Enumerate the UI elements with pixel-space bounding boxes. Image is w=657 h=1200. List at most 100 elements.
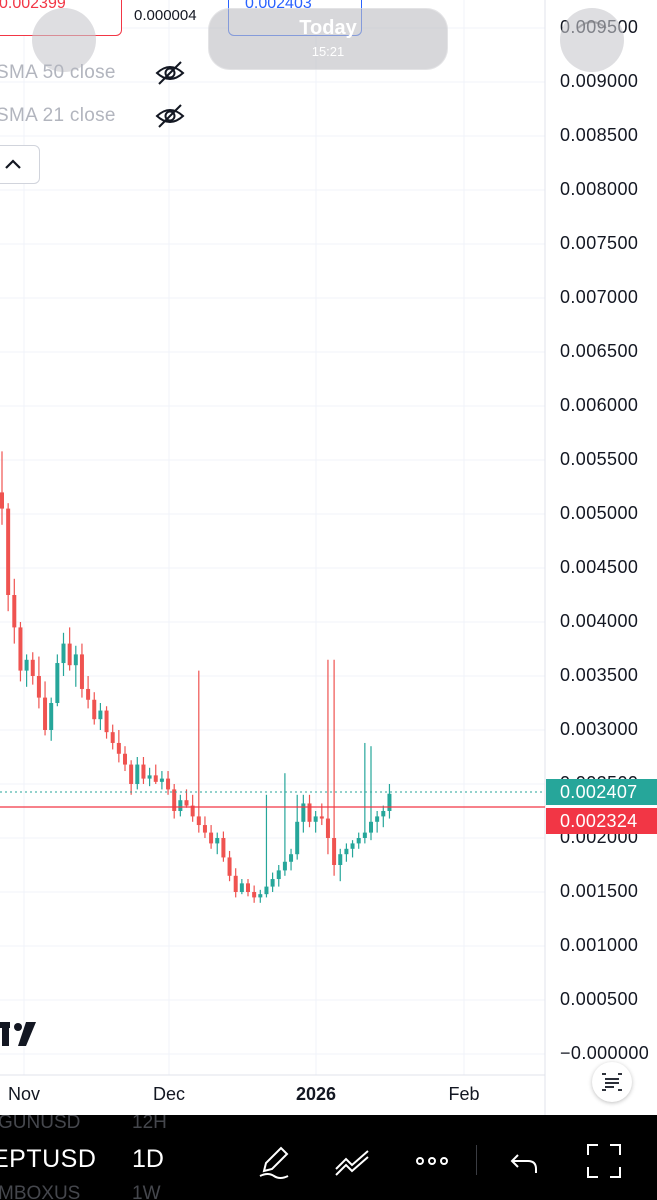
trend-lines-icon[interactable] [332,1141,372,1181]
current-time: 15:21 [311,44,345,59]
candle-body [135,764,140,784]
chart-grid [0,0,545,1075]
candle-body [147,775,152,779]
bottom-toolbar: GUNUSD 12H EPTUSD 1D MBOXUS 1W [0,1115,657,1200]
price-tick-label: 0.003500 [560,665,639,685]
ghost-interval-top: 12H [132,1115,167,1133]
candle-body [332,838,337,865]
account-button[interactable] [560,8,624,72]
candle-body [12,595,17,628]
price-tick-label: 0.001500 [560,881,639,901]
candle-body [319,816,324,819]
candle-body [0,492,4,509]
fullscreen-icon[interactable] [584,1141,624,1181]
eye-off-icon[interactable] [155,60,185,86]
price-tick-label: 0.004500 [560,557,639,577]
time-tick-label: 2026 [296,1084,337,1104]
price-tick-label: 0.004000 [560,611,639,631]
candle-body [6,508,11,595]
candle-body [24,659,29,671]
candle-body [98,710,103,720]
last-price-tag: 0.002407 [546,779,657,806]
symbol-selector[interactable]: EPTUSD [0,1145,97,1173]
price-tick-label: 0.008000 [560,179,639,199]
price-tick-label: 0.000500 [560,989,639,1009]
legend-sma50[interactable]: SMA 50 close [0,62,116,84]
candle-body [141,764,146,779]
candle-body [30,659,35,676]
candle-body [215,838,220,844]
candle-body [270,879,275,887]
ghost-symbol-bottom: MBOXUS [0,1183,81,1200]
list-icon [602,1073,622,1091]
candle-body [307,803,312,822]
candle-body [233,875,238,892]
candle-body [92,699,97,720]
candle-body [350,843,355,849]
object-tree-button[interactable] [592,1062,632,1102]
candle-body [123,753,127,765]
today-label: Today [299,17,357,39]
price-tick-label: 0.009000 [560,71,639,91]
candle-body [79,654,84,689]
price-tick-label: 0.001000 [560,935,639,955]
candle-body [172,789,177,811]
ghost-symbol-top: GUNUSD [0,1115,81,1133]
toolbar-separator [476,1145,477,1175]
legend-sma50-label: SMA 50 close [0,62,116,83]
spread-value: 0.000004 [134,7,197,24]
back-button[interactable] [32,8,96,72]
ghost-interval-bottom: 1W [132,1183,161,1200]
pencil-icon[interactable] [254,1141,294,1181]
candle-body [67,643,72,666]
interval-selector[interactable]: 1D [132,1145,164,1173]
candle-body [104,710,109,733]
legend-sma21[interactable]: SMA 21 close [0,105,116,127]
candles-layer [0,451,392,903]
candle-body [289,854,294,862]
candle-body [196,816,201,826]
price-tick-label: 0.007000 [560,287,639,307]
candle-body [338,854,343,865]
candle-body [129,764,134,784]
candle-body [362,832,367,838]
candle-body [43,697,48,730]
candle-body [202,825,207,833]
candle-body [239,883,244,892]
account-icon [577,21,607,29]
undo-icon[interactable] [504,1141,544,1181]
price-tick-label: 0.007500 [560,233,639,253]
legend-collapse-button[interactable] [0,145,40,184]
candle-body [246,883,250,892]
candle-body [73,654,78,666]
price-tick-label: −0.000000 [560,1043,650,1063]
candle-body [369,821,373,833]
price-tick-label: 0.008500 [560,125,639,145]
candle-body [264,886,269,895]
candle-body [184,800,189,806]
candle-body [61,643,66,664]
candle-body [387,793,392,811]
more-icon[interactable] [412,1141,452,1181]
today-pill[interactable]: Today 15:21 [208,8,448,70]
candle-body [227,857,232,876]
candle-body [116,742,121,754]
price-tick-label: 0.005500 [560,449,639,469]
time-tick-label: Nov [8,1084,41,1104]
candle-body [18,627,23,671]
candle-body [381,811,386,817]
price-tick-label: 0.006500 [560,341,639,361]
candle-body [344,848,349,855]
candle-body [110,732,115,743]
candle-body [375,816,380,822]
candle-body [153,775,158,782]
tradingview-logo [0,1022,36,1046]
candle-body [356,838,361,844]
price-chart[interactable] [0,0,657,1115]
price-tick-label: 0.006000 [560,395,639,415]
eye-off-icon[interactable] [155,103,185,129]
candle-body [258,894,263,898]
candle-body [276,870,281,880]
candle-body [252,892,257,898]
candle-body [221,838,226,858]
